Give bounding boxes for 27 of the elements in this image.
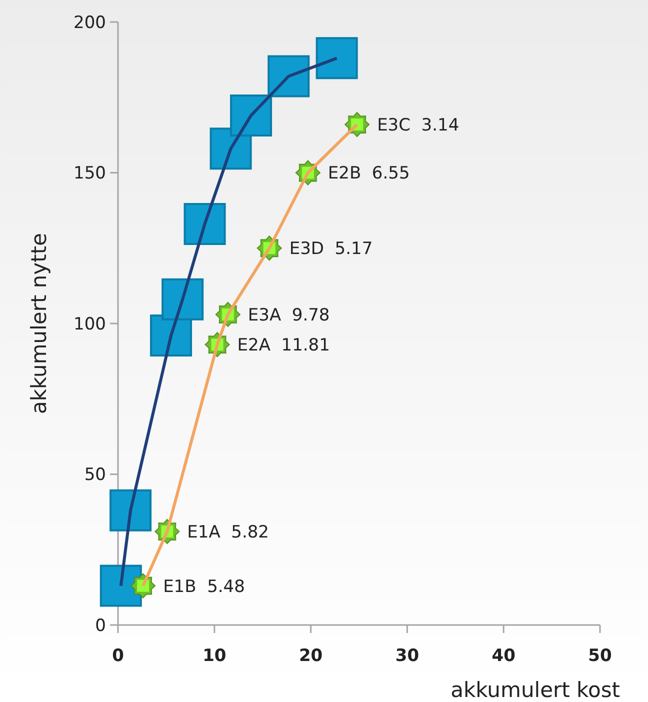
annotation: E3A 9.78 (248, 305, 330, 326)
y-tick-label: 0 (95, 616, 106, 636)
y-tick-label: 200 (74, 12, 106, 33)
y-tick-label: 100 (74, 314, 106, 334)
annotation: E1A 5.82 (187, 522, 270, 542)
x-tick-label: 40 (492, 646, 516, 666)
y-axis-title: akkumulert nytte (27, 232, 51, 414)
annotation: E3D 5.17 (289, 239, 373, 260)
annotation: E2A 11.81 (237, 336, 330, 356)
y-tick-label: 150 (74, 164, 106, 184)
point (316, 37, 358, 80)
point (268, 55, 310, 98)
x-axis-title: akkumulert kost (450, 678, 620, 702)
x-tick-label: 30 (395, 646, 420, 666)
point (184, 203, 226, 246)
point (110, 489, 152, 532)
point (162, 278, 204, 320)
x-tick-label: 0 (112, 646, 124, 666)
x-tick-label: 20 (298, 646, 323, 666)
annotation: E2B 6.55 (328, 164, 410, 184)
x-tick-label: 10 (202, 646, 226, 666)
annotation: E1B 5.48 (163, 576, 245, 597)
point (230, 94, 272, 136)
x-tick-label: 50 (588, 646, 612, 666)
annotation: E3C 3.14 (377, 115, 460, 136)
point (130, 573, 156, 598)
y-tick-label: 50 (84, 465, 106, 486)
